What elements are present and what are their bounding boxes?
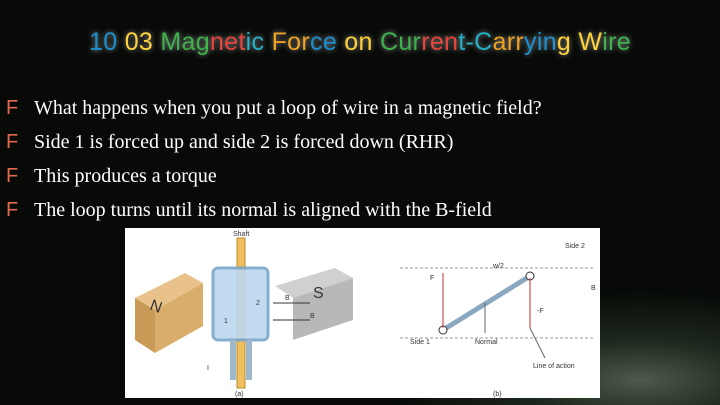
magnet-face [293, 278, 353, 340]
bullet-text: Side 1 is forced up and side 2 is forced… [34, 131, 454, 153]
bullet-marker: F [6, 131, 19, 153]
label: B [285, 295, 290, 302]
bullet: F What happens when you put a loop of wir… [6, 97, 542, 131]
label: B [310, 313, 315, 320]
label: Normal [475, 339, 498, 346]
bullet-text: The loop turns until its normal is align… [34, 199, 492, 221]
label: Line of action [533, 363, 575, 370]
label: (a) [235, 391, 244, 398]
bullet-marker: F [6, 199, 19, 221]
magnet-top [275, 268, 353, 298]
magnet-side [135, 298, 155, 353]
loop [211, 266, 270, 342]
label: N [148, 297, 165, 317]
magnet-top [135, 273, 203, 310]
label: I [207, 365, 209, 372]
figure: Shaft N S B B 2 1 I (a) Side 2 F w/2 B -… [125, 228, 600, 398]
label: Shaft [233, 231, 249, 238]
label: -F [537, 308, 544, 315]
slide-title: 10 03 Magnetic Force on Current-Carrying… [89, 28, 631, 56]
bullet-marker: F [6, 165, 19, 187]
bullet-text: This produces a torque [34, 165, 217, 187]
bullet-list: F What happens when you put a loop of wir… [6, 97, 542, 233]
label: (b) [493, 391, 502, 398]
label: w/2 [492, 263, 504, 270]
lead [230, 340, 236, 380]
lead [246, 340, 252, 380]
bullet: F Side 1 is forced up and side 2 is force… [6, 131, 542, 165]
bullet-text: What happens when you put a loop of wire… [34, 97, 542, 119]
label: S [313, 285, 324, 302]
bullet: F This produces a torque [6, 165, 542, 199]
label: F [430, 275, 434, 282]
label: Side 1 [410, 339, 430, 346]
label: 1 [224, 318, 228, 325]
label: Side 2 [565, 243, 585, 250]
loop-edge [441, 273, 532, 333]
line-of-action [529, 327, 546, 359]
magnet-face [155, 283, 203, 353]
label: B [591, 285, 596, 292]
bullet: F The loop turns until its normal is alig… [6, 199, 542, 233]
label: 2 [256, 300, 260, 307]
bullet-marker: F [6, 97, 19, 119]
